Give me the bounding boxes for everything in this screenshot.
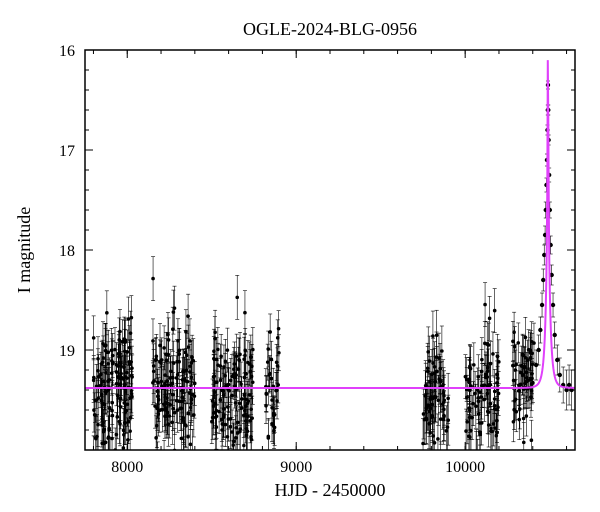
lightcurve-chart: 8000 9000 10000 16 17 18 19 OGLE-2024-BLG-0956 H… bbox=[0, 0, 600, 512]
y-axis-label: I magnitude bbox=[14, 207, 34, 293]
svg-text:19: 19 bbox=[59, 343, 75, 360]
chart-title: OGLE-2024-BLG-0956 bbox=[243, 19, 417, 39]
svg-text:8000: 8000 bbox=[111, 459, 143, 476]
svg-text:9000: 9000 bbox=[280, 459, 312, 476]
svg-text:10000: 10000 bbox=[445, 459, 485, 476]
chart-svg: 8000 9000 10000 16 17 18 19 OGLE-2024-BLG-0956 H… bbox=[0, 0, 600, 512]
svg-text:17: 17 bbox=[59, 143, 75, 160]
svg-text:16: 16 bbox=[59, 43, 75, 60]
x-axis-label: HJD - 2450000 bbox=[275, 480, 386, 500]
svg-text:18: 18 bbox=[59, 243, 75, 260]
